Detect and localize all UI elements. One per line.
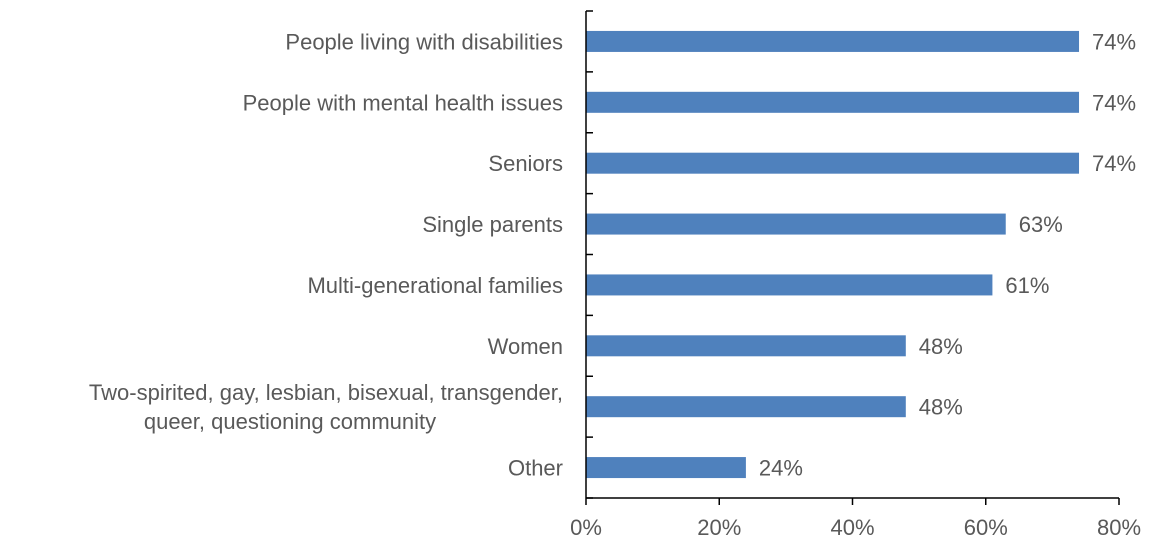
x-tick-label: 60% <box>964 515 1008 540</box>
category-label: queer, questioning community <box>144 409 436 434</box>
bar <box>586 335 906 357</box>
data-label: 48% <box>919 395 963 420</box>
data-label: 74% <box>1092 151 1136 176</box>
category-label: People with mental health issues <box>243 90 563 115</box>
bar <box>586 91 1080 113</box>
bar <box>586 30 1080 52</box>
category-label: Seniors <box>488 151 563 176</box>
bar <box>586 152 1080 174</box>
data-label: 63% <box>1019 212 1063 237</box>
bar <box>586 457 746 479</box>
data-label: 74% <box>1092 90 1136 115</box>
bar <box>586 274 993 296</box>
category-label: People living with disabilities <box>285 29 563 54</box>
bar <box>586 213 1006 235</box>
category-label: Other <box>508 456 563 481</box>
data-label: 61% <box>1005 273 1049 298</box>
category-label: Single parents <box>422 212 563 237</box>
category-label: Women <box>488 334 563 359</box>
x-tick-label: 80% <box>1097 515 1141 540</box>
category-label: Multi-generational families <box>307 273 563 298</box>
x-tick-label: 20% <box>697 515 741 540</box>
x-tick-label: 0% <box>570 515 602 540</box>
data-label: 24% <box>759 456 803 481</box>
category-label: Two-spirited, gay, lesbian, bisexual, tr… <box>89 380 563 405</box>
bar <box>586 396 906 418</box>
data-label: 48% <box>919 334 963 359</box>
x-tick-label: 40% <box>830 515 874 540</box>
data-label: 74% <box>1092 29 1136 54</box>
